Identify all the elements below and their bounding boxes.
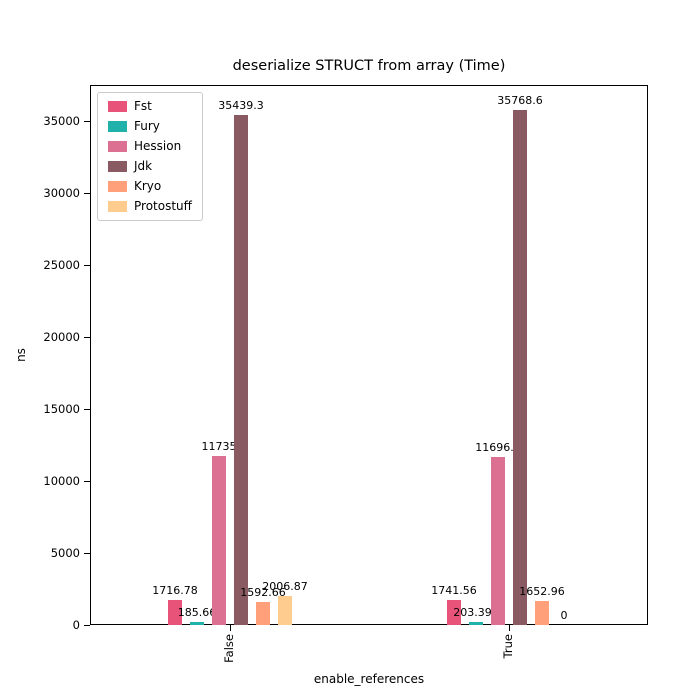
bar-fury-true xyxy=(469,622,483,625)
y-tick-label: 30000 xyxy=(43,186,80,200)
y-tick-mark xyxy=(84,265,90,266)
bar-value-label: 2006.87 xyxy=(262,580,308,593)
legend-swatch xyxy=(108,141,127,152)
legend-swatch xyxy=(108,121,127,132)
bar-value-label: 203.398 xyxy=(453,606,499,619)
bar-value-label: 1716.78 xyxy=(152,584,198,597)
legend-label: Hession xyxy=(134,139,182,153)
bar-value-label: 35439.3 xyxy=(218,99,264,112)
y-tick-label: 15000 xyxy=(43,402,80,416)
x-tick-label: False xyxy=(222,634,236,663)
y-tick-mark xyxy=(84,625,90,626)
bar-value-label: 35768.6 xyxy=(497,94,543,107)
bar-hession-true xyxy=(491,457,505,625)
y-tick-label: 20000 xyxy=(43,330,80,344)
legend-item-jdk: Jdk xyxy=(108,159,192,174)
bar-protostuff-false xyxy=(278,596,292,625)
y-tick-mark xyxy=(84,337,90,338)
legend-label: Fst xyxy=(134,99,152,113)
bar-value-label: 11696.1 xyxy=(475,441,521,454)
legend-item-hession: Hession xyxy=(108,139,192,154)
y-tick-mark xyxy=(84,553,90,554)
bar-fury-false xyxy=(190,622,204,625)
bar-kryo-true xyxy=(535,601,549,625)
x-tick-mark xyxy=(509,625,510,631)
bar-fst-true xyxy=(447,600,461,625)
legend-item-kryo: Kryo xyxy=(108,179,192,194)
y-axis-label: ns xyxy=(14,348,28,362)
y-tick-mark xyxy=(84,193,90,194)
bar-hession-false xyxy=(212,456,226,625)
legend-item-fst: Fst xyxy=(108,99,192,114)
y-tick-label: 5000 xyxy=(50,546,80,560)
legend-swatch xyxy=(108,181,127,192)
y-tick-label: 35000 xyxy=(43,114,80,128)
y-tick-label: 25000 xyxy=(43,258,80,272)
bar-value-label: 1741.56 xyxy=(431,584,477,597)
x-tick-label: True xyxy=(501,634,515,659)
bar-jdk-true xyxy=(513,110,527,625)
y-tick-label: 10000 xyxy=(43,474,80,488)
bar-fst-false xyxy=(168,600,182,625)
legend-item-protostuff: Protostuff xyxy=(108,199,192,214)
bar-value-label: 1652.96 xyxy=(519,585,565,598)
bar-value-label: 0 xyxy=(560,609,568,622)
legend-swatch xyxy=(108,201,127,212)
legend-label: Fury xyxy=(134,119,160,133)
chart-title: deserialize STRUCT from array (Time) xyxy=(232,58,506,74)
y-tick-mark xyxy=(84,481,90,482)
legend-swatch xyxy=(108,101,127,112)
bar-value-label: 11735 xyxy=(201,440,237,453)
bar-value-label: 185.66 xyxy=(177,606,217,619)
x-axis-label: enable_references xyxy=(313,672,425,686)
bar-value-label: 1592.66 xyxy=(240,586,286,599)
legend-item-fury: Fury xyxy=(108,119,192,134)
legend-label: Protostuff xyxy=(134,199,192,213)
legend: Fst Fury Hession Jdk Kryo Protostuff xyxy=(97,92,203,221)
y-tick-mark xyxy=(84,409,90,410)
y-tick-mark xyxy=(84,121,90,122)
y-tick-label: 0 xyxy=(72,618,80,632)
x-tick-mark xyxy=(230,625,231,631)
legend-label: Jdk xyxy=(134,159,153,173)
bar-jdk-false xyxy=(234,115,248,625)
legend-swatch xyxy=(108,161,127,172)
legend-label: Kryo xyxy=(134,179,162,193)
bar-kryo-false xyxy=(256,602,270,625)
